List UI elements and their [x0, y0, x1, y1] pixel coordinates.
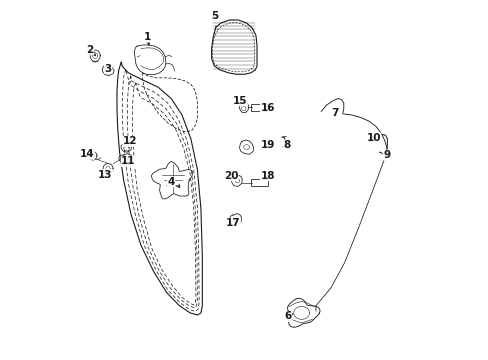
Text: 2: 2	[86, 45, 94, 55]
Text: 11: 11	[121, 157, 135, 166]
Text: 10: 10	[366, 133, 380, 143]
Text: 14: 14	[80, 149, 95, 159]
Text: 15: 15	[232, 96, 247, 106]
Text: 17: 17	[225, 218, 240, 228]
FancyBboxPatch shape	[250, 104, 268, 111]
Text: 13: 13	[98, 170, 112, 180]
Text: 16: 16	[260, 103, 274, 113]
Text: 7: 7	[330, 108, 338, 118]
Text: 4: 4	[167, 177, 175, 187]
Text: 18: 18	[260, 171, 274, 181]
Text: 8: 8	[283, 140, 290, 150]
FancyBboxPatch shape	[250, 179, 268, 186]
Text: 19: 19	[260, 140, 274, 150]
Text: 12: 12	[122, 136, 137, 147]
Text: 1: 1	[143, 32, 151, 42]
Text: 3: 3	[104, 64, 111, 73]
Text: 6: 6	[284, 311, 291, 321]
Text: 20: 20	[223, 171, 238, 181]
Text: 9: 9	[382, 150, 389, 160]
Text: 5: 5	[211, 11, 219, 21]
